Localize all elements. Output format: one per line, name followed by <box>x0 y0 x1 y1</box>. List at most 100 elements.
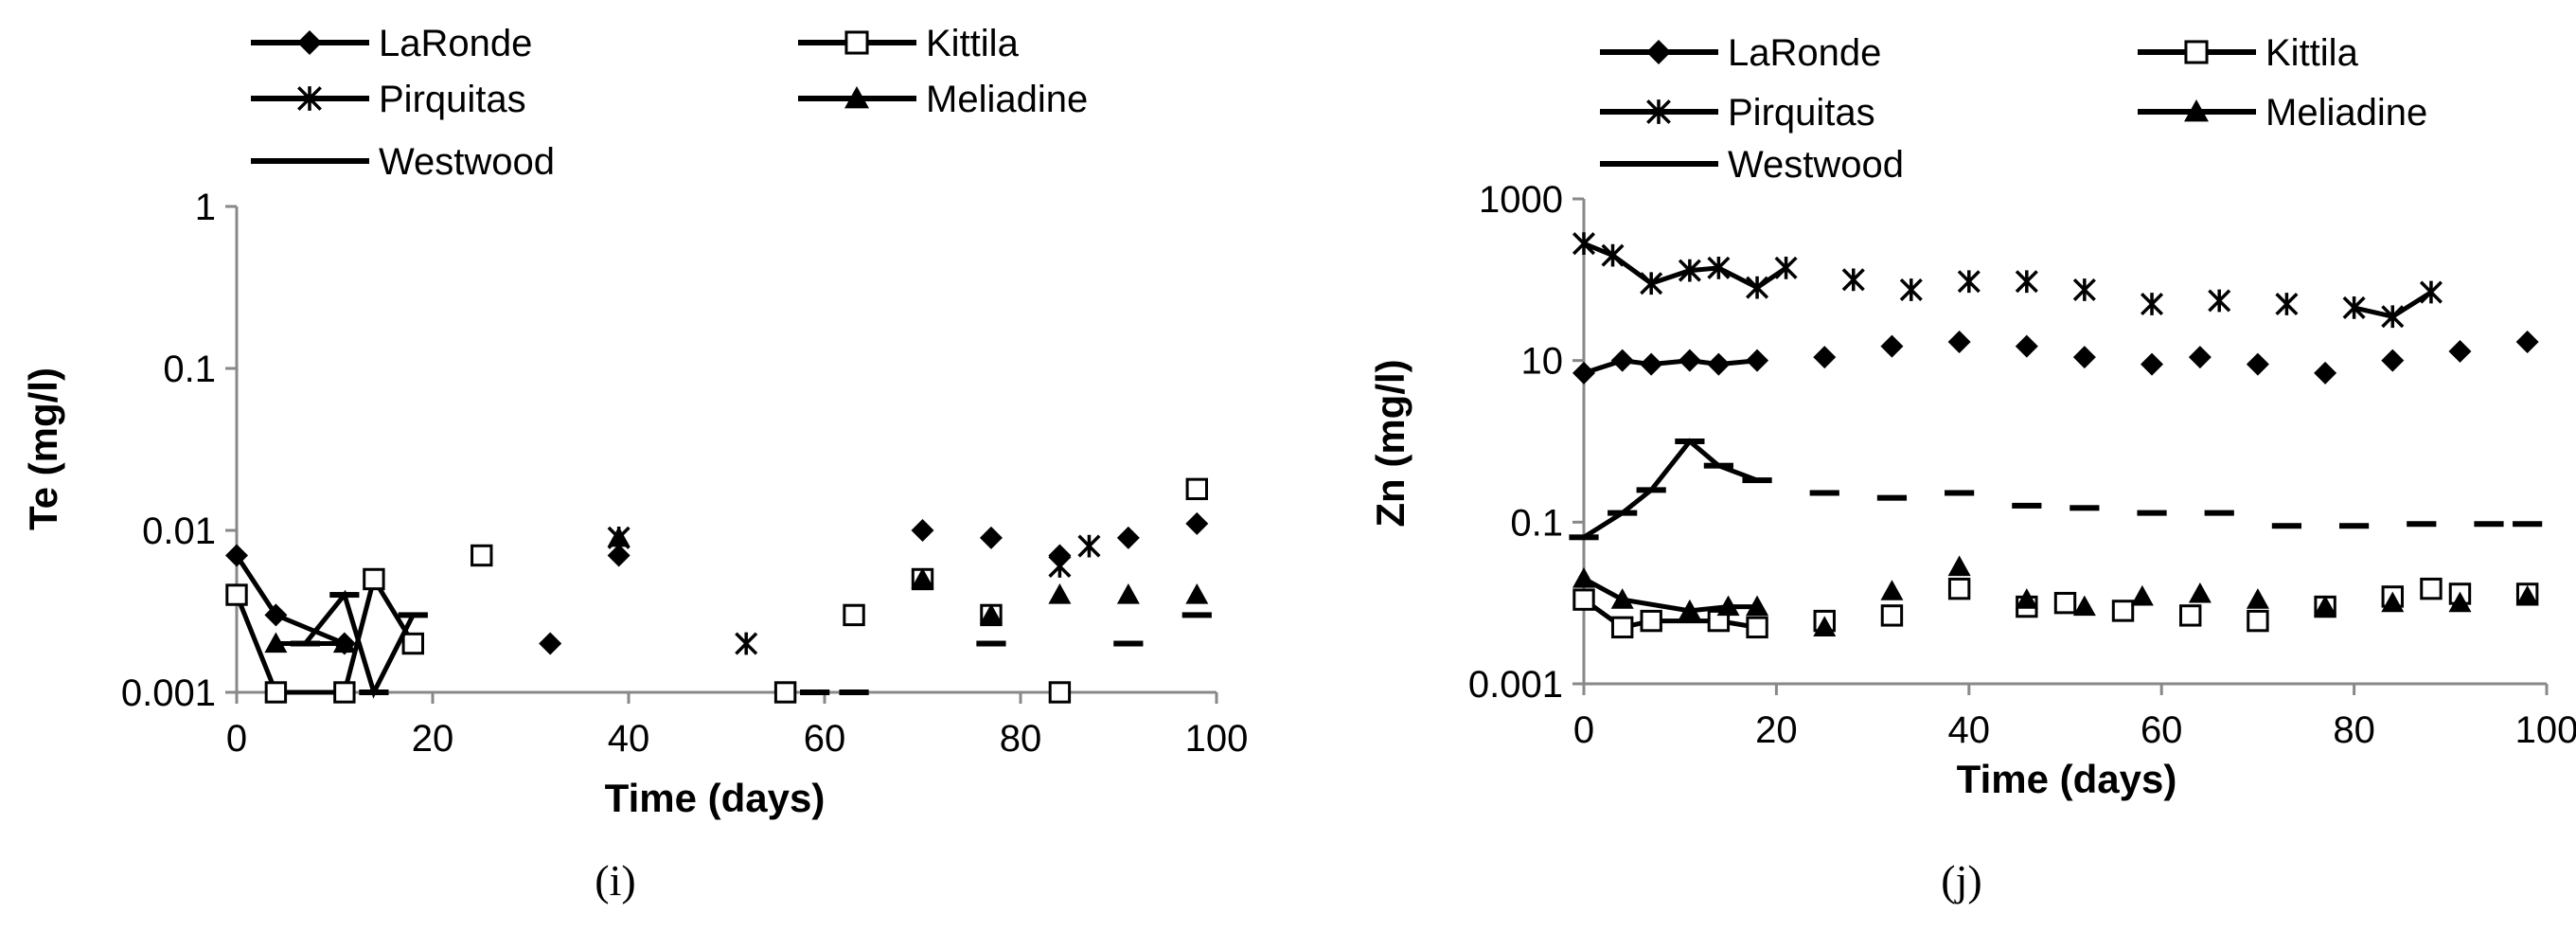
legend-label: LaRonde <box>379 23 532 64</box>
panel-j-data-point <box>2072 346 2096 369</box>
panel-j-data-point <box>2246 588 2269 609</box>
legend-marker <box>1646 40 1671 64</box>
panel-j-data-point <box>1636 487 1666 493</box>
panel-j-data-point <box>2515 331 2539 354</box>
panel-j-data-point <box>2513 521 2543 528</box>
panel-i-data-point <box>363 567 385 591</box>
panel-j-x-tick-label: 80 <box>2333 709 2375 751</box>
panel-i-x-tick-label: 100 <box>1185 718 1249 760</box>
panel-j-data-point <box>1572 361 1595 385</box>
panel-j-data-point <box>2072 278 2096 302</box>
panel-j-data-point <box>2381 305 2405 329</box>
panel-i-series-laronde <box>225 511 1209 655</box>
panel-j-data-point <box>1678 259 1701 282</box>
panel-i-data-point <box>979 526 1003 549</box>
panel-i-y-axis-title: Te (mg/l) <box>21 367 65 530</box>
panel-j-data-point <box>1947 555 1971 577</box>
panel-j-data-point <box>1746 616 1768 639</box>
panel-j-x-tick-label: 20 <box>1755 709 1798 751</box>
panel-i-data-point <box>225 583 248 606</box>
panel-j-data-point <box>1947 577 1971 600</box>
panel-i-data-point <box>359 689 389 695</box>
panel-j-data-point <box>1880 334 1904 358</box>
panel-i-data-point <box>1116 526 1140 549</box>
panel-j-data-point <box>2179 604 2202 627</box>
panel-i-data-point <box>979 603 1003 625</box>
panel-j-data-point <box>1610 588 1634 609</box>
panel-j-data-point <box>1742 477 1772 484</box>
panel-i-data-point <box>911 567 934 589</box>
panel-j-data-point <box>1947 331 1971 354</box>
panel-j-y-tick-label: 1000 <box>1479 179 1563 221</box>
panel-j-data-point <box>1716 595 1740 617</box>
panel-j-data-point <box>2448 591 2472 613</box>
panel-j-series-laronde <box>1572 331 2539 385</box>
panel-i-data-point <box>976 640 1006 647</box>
panel-j-data-point <box>1813 346 1837 369</box>
legend-label: Pirquitas <box>379 79 526 120</box>
panel-j-y-tick-label: 0.1 <box>1510 502 1563 544</box>
panel-i-x-tick-label: 20 <box>412 718 454 760</box>
panel-j-data-point <box>2012 502 2042 509</box>
panel-j-data-point <box>1813 616 1837 636</box>
panel-j-data-point <box>1640 609 1662 633</box>
panel-i-data-point <box>773 681 797 704</box>
panel-j-data-point <box>2015 270 2038 294</box>
legend-marker <box>2184 40 2209 64</box>
panel-j-data-point <box>2314 595 2337 617</box>
panel-j-data-point <box>1774 256 1798 279</box>
panel-i-data-point <box>1185 583 1209 604</box>
legend-label: Kittila <box>926 23 1020 64</box>
legend-marker <box>293 158 326 164</box>
panel-j-data-point <box>1610 616 1634 639</box>
panel-j-data-point <box>1880 604 1904 627</box>
panel-j-data-point <box>2314 361 2337 385</box>
panel-j-data-point <box>2271 523 2302 529</box>
legend-label: Westwood <box>1728 144 1904 186</box>
panel-j-data-point <box>2419 280 2443 304</box>
panel-i-x-tick-label: 60 <box>804 718 846 760</box>
panel-i-data-point <box>1048 681 1072 704</box>
panel-j-data-point <box>1707 352 1731 376</box>
panel-i-legend-item-pirquitas: Pirquitas <box>251 79 526 120</box>
panel-j-series-westwood <box>1569 438 2543 541</box>
panel-i-data-point <box>401 632 425 655</box>
panel-i-series-kittila <box>225 477 1208 704</box>
panel-j-data-point <box>2130 584 2154 606</box>
panel-j-legend-item-laronde: LaRonde <box>1600 32 1881 74</box>
panel-j-x-axis-title: Time (days) <box>1957 757 2177 801</box>
panel-j-data-point <box>1746 595 1769 617</box>
panel-i-data-point <box>332 632 356 653</box>
panel-j-data-point <box>1707 609 1731 633</box>
panel-i-data-point <box>735 632 758 655</box>
panel-j-data-point <box>2111 600 2135 622</box>
legend-label: Pirquitas <box>1728 92 1875 134</box>
panel-j-data-point <box>1880 580 1904 600</box>
legend-marker <box>844 30 869 55</box>
legend-marker <box>297 30 322 55</box>
panel-j-data-point <box>2247 609 2269 633</box>
legend-label: Meliadine <box>2265 92 2427 134</box>
panel-j-x-tick-label: 40 <box>1948 709 1991 751</box>
panel-i-series-westwood <box>290 589 1212 699</box>
panel-j-data-point <box>2515 584 2539 606</box>
panel-i-data-point <box>264 632 288 653</box>
panel-j-data-point <box>2420 577 2443 600</box>
panel-i-data-point <box>225 544 248 567</box>
panel-i-data-point <box>264 681 288 704</box>
panel-i-data-point <box>333 681 356 704</box>
panel-i-data-point <box>1116 583 1140 604</box>
panel-j-y-axis-title: Zn (mg/l) <box>1368 359 1412 527</box>
panel-j-data-point <box>1678 349 1701 372</box>
panel-i-data-point <box>264 603 288 627</box>
panel-i-data-point <box>1113 640 1144 647</box>
panel-i-legend-item-laronde: LaRonde <box>251 23 532 64</box>
panel-j-legend-item-kittila: Kittila <box>2138 32 2359 74</box>
legend-label: Westwood <box>379 141 555 183</box>
panel-j-data-point <box>2141 352 2164 376</box>
panel-i-x-tick-label: 40 <box>608 718 650 760</box>
panel-j-data-point <box>2070 505 2100 511</box>
panel-i-data-point <box>800 689 830 695</box>
